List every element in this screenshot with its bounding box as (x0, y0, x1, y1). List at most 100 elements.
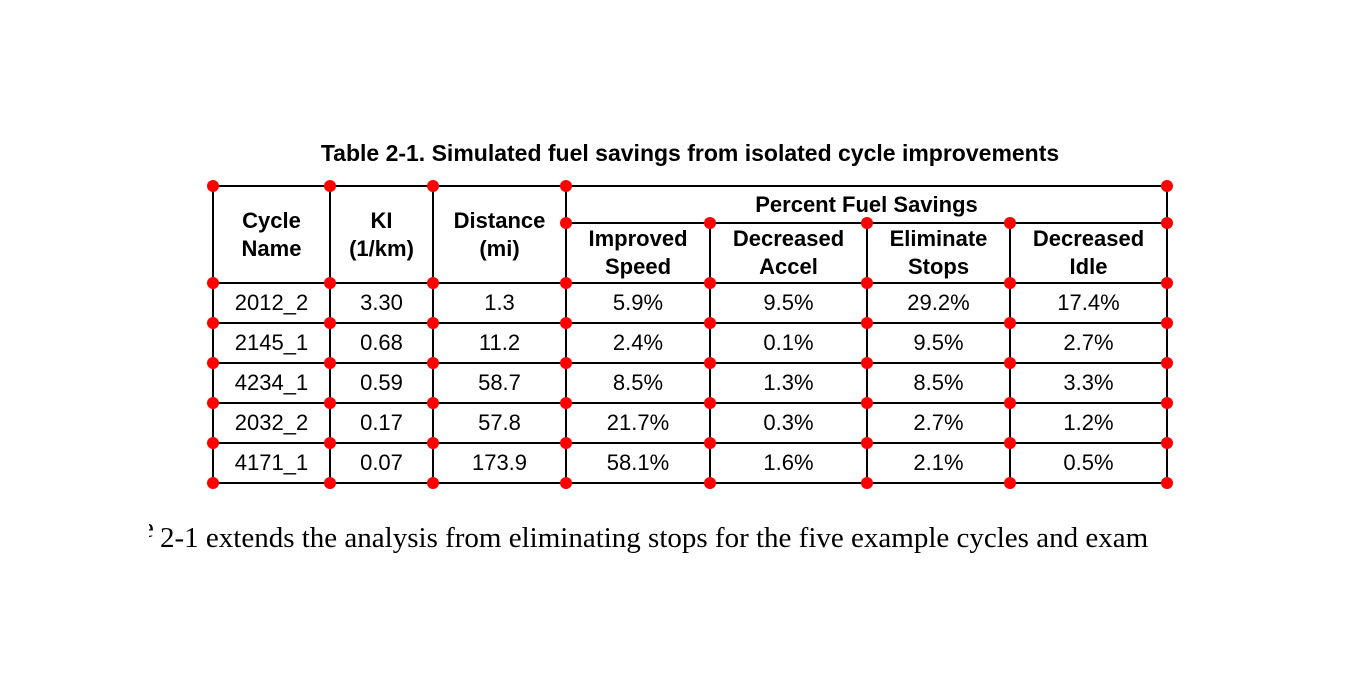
cell-corner-marker (324, 357, 336, 369)
cell-corner-marker (861, 477, 873, 489)
header-line: Idle (1069, 254, 1108, 279)
clipped-character-fragment: e (149, 509, 155, 547)
cell-corner-marker (861, 357, 873, 369)
table-cell: 0.1% (711, 324, 866, 362)
cell-corner-marker (560, 437, 572, 449)
cell-corner-marker (861, 217, 873, 229)
table-cell: 8.5% (868, 364, 1009, 402)
table-cell: 1.3 (434, 284, 565, 322)
cell-corner-marker (704, 437, 716, 449)
cell-corner-marker (704, 397, 716, 409)
table-cell: 5.9% (567, 284, 709, 322)
cell-corner-marker (207, 277, 219, 289)
cell-corner-marker (704, 317, 716, 329)
col-header-decreased-idle: Decreased Idle (1011, 224, 1166, 282)
table-cell: 173.9 (434, 444, 565, 482)
header-line: Cycle (242, 207, 301, 233)
table-cell: 29.2% (868, 284, 1009, 322)
table-cell: 2145_1 (214, 324, 329, 362)
cell-corner-marker (1161, 437, 1173, 449)
cell-corner-marker (207, 317, 219, 329)
cell-corner-marker (207, 437, 219, 449)
header-line: Eliminate (889, 226, 988, 251)
cell-corner-marker (560, 397, 572, 409)
header-line: Speed (604, 254, 672, 279)
cell-corner-marker (1161, 397, 1173, 409)
table-cell: 1.2% (1011, 404, 1166, 442)
header-line: Decreased (1032, 226, 1145, 251)
table-cell: 3.30 (331, 284, 432, 322)
col-header-improved-speed: Improved Speed (567, 224, 709, 282)
table-cell: 21.7% (567, 404, 709, 442)
col-header-decreased-accel: Decreased Accel (711, 224, 866, 282)
cell-corner-marker (1004, 357, 1016, 369)
table-cell: 0.07 (331, 444, 432, 482)
header-line: Improved (588, 226, 688, 251)
body-text: e2-1 extends the analysis from eliminati… (149, 509, 1148, 557)
table-cell: 0.59 (331, 364, 432, 402)
header-line: Decreased (732, 226, 845, 251)
cell-corner-marker (861, 437, 873, 449)
table-cell: 0.5% (1011, 444, 1166, 482)
table-cell: 2.4% (567, 324, 709, 362)
header-line: Distance (453, 207, 546, 233)
cell-corner-marker (1004, 277, 1016, 289)
cell-corner-marker (324, 317, 336, 329)
cell-corner-marker (207, 477, 219, 489)
col-header-cycle-name: Cycle Name (214, 187, 329, 282)
table-cell: 11.2 (434, 324, 565, 362)
group-header-percent-fuel-savings: Percent Fuel Savings (567, 187, 1166, 222)
table-cell: 3.3% (1011, 364, 1166, 402)
cell-corner-marker (324, 180, 336, 192)
table-cell: 9.5% (711, 284, 866, 322)
cell-corner-marker (427, 357, 439, 369)
table-cell: 1.3% (711, 364, 866, 402)
table-cell: 1.6% (711, 444, 866, 482)
table-cell: 2012_2 (214, 284, 329, 322)
cell-corner-marker (1161, 180, 1173, 192)
table-cell: 0.68 (331, 324, 432, 362)
cell-corner-marker (560, 317, 572, 329)
table-cell: 2.1% (868, 444, 1009, 482)
cell-corner-marker (427, 437, 439, 449)
header-line: Name (241, 235, 302, 261)
table-cell: 58.1% (567, 444, 709, 482)
cell-corner-marker (207, 357, 219, 369)
cell-corner-marker (1161, 477, 1173, 489)
col-header-ki: KI (1/km) (331, 187, 432, 282)
cell-corner-marker (1004, 477, 1016, 489)
table-cell: 58.7 (434, 364, 565, 402)
table-cell: 0.17 (331, 404, 432, 442)
cell-corner-marker (704, 217, 716, 229)
cell-corner-marker (1161, 217, 1173, 229)
cell-corner-marker (427, 277, 439, 289)
cell-corner-marker (560, 180, 572, 192)
cell-corner-marker (427, 477, 439, 489)
cell-corner-marker (1004, 317, 1016, 329)
table-cell: 4171_1 (214, 444, 329, 482)
data-table: Cycle Name KI (1/km) Distance (mi) Perce… (212, 185, 1168, 484)
cell-corner-marker (324, 397, 336, 409)
cell-corner-marker (861, 317, 873, 329)
body-text-content: 2-1 extends the analysis from eliminatin… (160, 522, 1149, 554)
cell-corner-marker (560, 277, 572, 289)
table-cell: 4234_1 (214, 364, 329, 402)
cell-corner-marker (704, 477, 716, 489)
col-header-distance: Distance (mi) (434, 187, 565, 282)
cell-corner-marker (1004, 217, 1016, 229)
cell-corner-marker (1004, 437, 1016, 449)
table-cell: 9.5% (868, 324, 1009, 362)
cell-corner-marker (1161, 357, 1173, 369)
table-cell: 0.3% (711, 404, 866, 442)
cell-corner-marker (704, 277, 716, 289)
header-line: KI (370, 207, 393, 233)
cell-corner-marker (207, 180, 219, 192)
table-cell: 2.7% (1011, 324, 1166, 362)
cell-corner-marker (560, 217, 572, 229)
header-line: (mi) (479, 235, 520, 261)
col-header-eliminate-stops: Eliminate Stops (868, 224, 1009, 282)
cell-corner-marker (1161, 277, 1173, 289)
cell-corner-marker (1004, 397, 1016, 409)
cell-corner-marker (560, 357, 572, 369)
table-cell: 57.8 (434, 404, 565, 442)
